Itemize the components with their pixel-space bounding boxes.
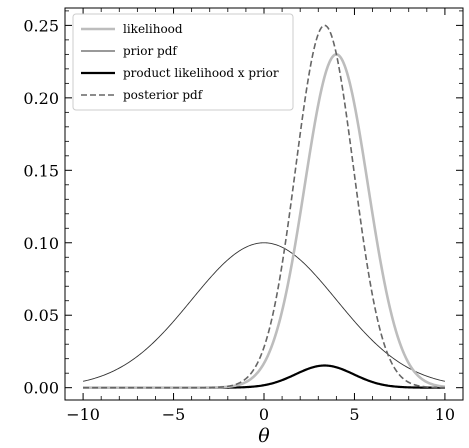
series-line-2 [83,364,445,389]
x-tick-label: −10 [66,405,100,424]
y-tick-label: 0.20 [23,89,59,108]
legend-label: prior pdf [123,44,178,58]
legend-label: likelihood [123,22,183,36]
x-tick-label: −5 [162,405,186,424]
x-tick-label: 0 [259,405,269,424]
y-tick-label: 0.05 [23,306,59,325]
y-tick-label: 0.25 [23,16,59,35]
legend-box [72,13,294,111]
curves [82,24,446,389]
y-tick-label: 0.10 [23,234,59,253]
x-tick-label: 5 [349,405,359,424]
y-tick-label: 0.15 [23,161,59,180]
legend-label: product likelihood x prior [123,66,279,80]
legend-label: posterior pdf [123,88,204,102]
series-line-3 [83,24,445,389]
x-tick-label: 10 [435,405,455,424]
series-line-1 [82,242,446,382]
x-axis-title: θ [258,425,270,447]
x-axis: −10 −5 0 5 10 [66,8,455,424]
series-line-0 [83,53,446,389]
y-tick-label: 0.00 [23,379,59,398]
legend: likelihood prior pdf product likelihood x … [72,13,294,111]
y-axis: 0.00 0.05 0.10 0.15 0.20 0.25 [23,10,463,398]
